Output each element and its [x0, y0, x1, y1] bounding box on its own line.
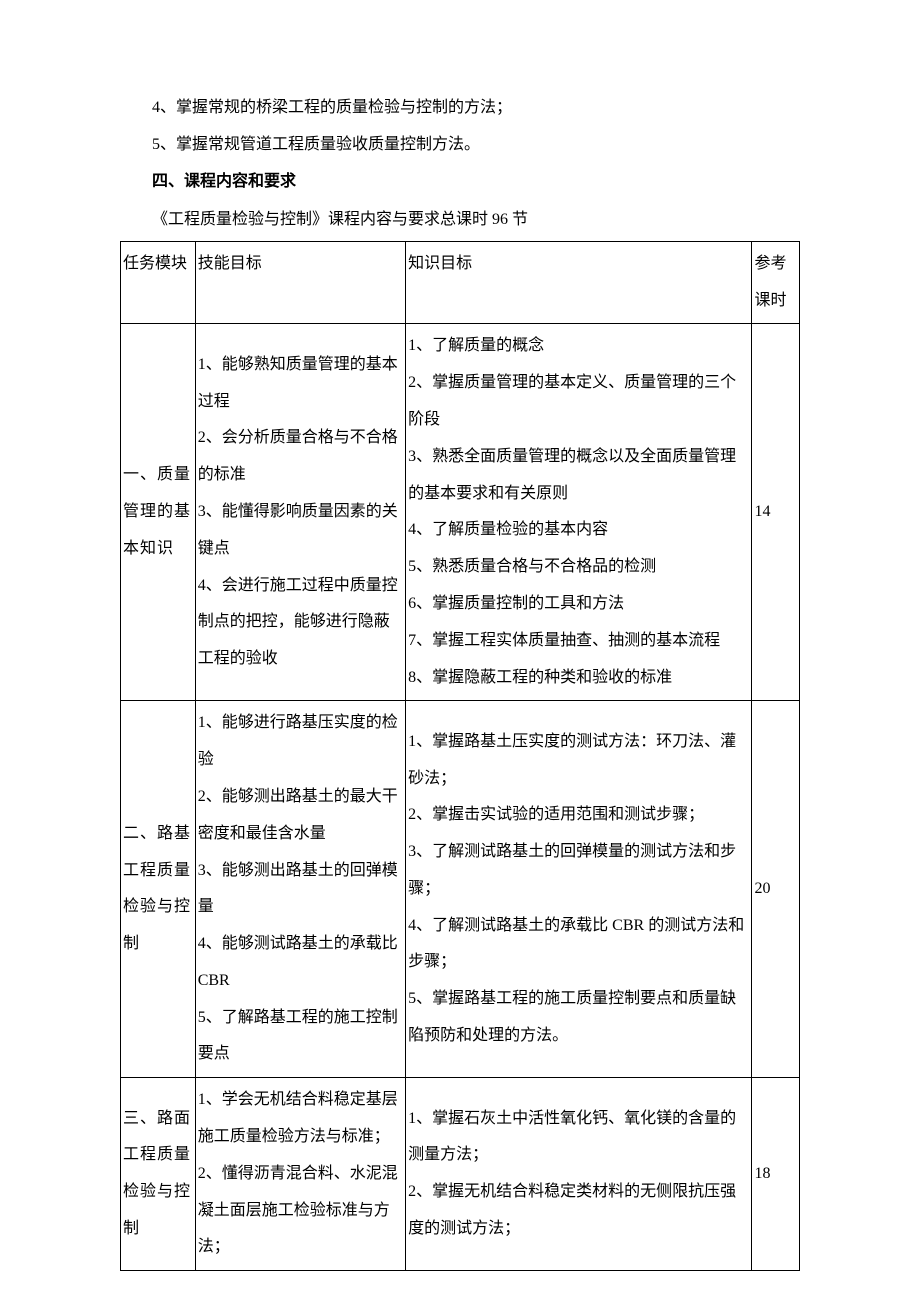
hours-cell-2: 20 — [752, 701, 800, 1078]
hours-cell-1: 14 — [752, 324, 800, 701]
header-hours: 参考 课时 — [752, 241, 800, 324]
header-skill: 技能目标 — [195, 241, 405, 324]
content-table: 任务模块 技能目标 知识目标 参考 课时 一、质量管理的基本知识 1、能够熟知质… — [120, 241, 800, 1272]
skill-cell-2: 1、能够进行路基压实度的检验2、能够测出路基土的最大干密度和最佳含水量3、能够测… — [195, 701, 405, 1078]
intro-line-4: 4、掌握常规的桥梁工程的质量检验与控制的方法； — [120, 90, 800, 125]
knowledge-cell-1: 1、了解质量的概念2、掌握质量管理的基本定义、质量管理的三个阶段3、熟悉全面质量… — [406, 324, 752, 701]
header-knowledge: 知识目标 — [406, 241, 752, 324]
header-hours-l2: 课时 — [754, 292, 786, 309]
module-cell-1: 一、质量管理的基本知识 — [121, 324, 196, 701]
skill-cell-3: 1、学会无机结合料稳定基层施工质量检验方法与标准；2、懂得沥青混合料、水泥混凝土… — [195, 1078, 405, 1271]
intro-line-5: 5、掌握常规管道工程质量验收质量控制方法。 — [120, 127, 800, 162]
table-row: 三、路面工程质量检验与控制 1、学会无机结合料稳定基层施工质量检验方法与标准；2… — [121, 1078, 800, 1271]
table-row: 二、路基工程质量检验与控制 1、能够进行路基压实度的检验2、能够测出路基土的最大… — [121, 701, 800, 1078]
section-heading: 四、课程内容和要求 — [120, 164, 800, 199]
knowledge-cell-2: 1、掌握路基土压实度的测试方法：环刀法、灌砂法；2、掌握击实试验的适用范围和测试… — [406, 701, 752, 1078]
header-hours-l1: 参考 — [754, 255, 786, 272]
header-module: 任务模块 — [121, 241, 196, 324]
module-cell-3: 三、路面工程质量检验与控制 — [121, 1078, 196, 1271]
skill-cell-1: 1、能够熟知质量管理的基本过程2、会分析质量合格与不合格的标准3、能懂得影响质量… — [195, 324, 405, 701]
table-row: 一、质量管理的基本知识 1、能够熟知质量管理的基本过程2、会分析质量合格与不合格… — [121, 324, 800, 701]
hours-cell-3: 18 — [752, 1078, 800, 1271]
module-cell-2: 二、路基工程质量检验与控制 — [121, 701, 196, 1078]
knowledge-cell-3: 1、掌握石灰土中活性氧化钙、氧化镁的含量的测量方法；2、掌握无机结合料稳定类材料… — [406, 1078, 752, 1271]
table-header-row: 任务模块 技能目标 知识目标 参考 课时 — [121, 241, 800, 324]
table-caption: 《工程质量检验与控制》课程内容与要求总课时 96 节 — [120, 202, 800, 237]
